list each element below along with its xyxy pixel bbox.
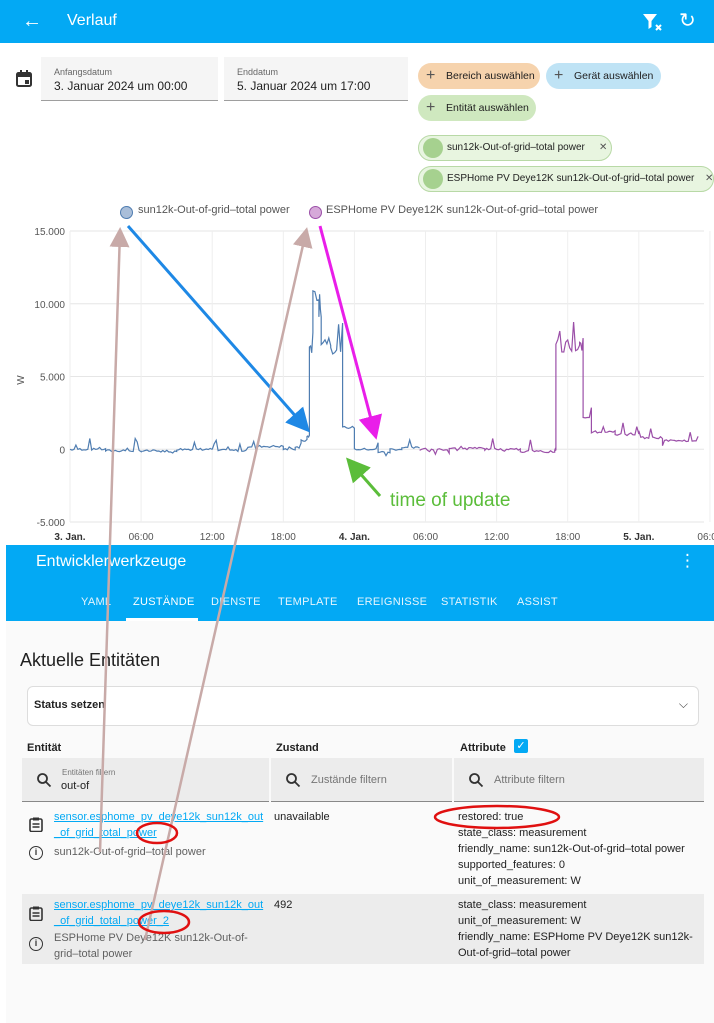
select-area-button[interactable]: + Bereich auswählen xyxy=(418,63,540,89)
end-date-value: 5. Januar 2024 um 17:00 xyxy=(237,79,371,93)
entity-attributes: state_class: measurement unit_of_measure… xyxy=(458,899,693,959)
select-entity-label: Entität auswählen xyxy=(446,102,529,114)
state-filter-placeholder: Zustände filtern xyxy=(311,774,387,786)
select-area-label: Bereich auswählen xyxy=(446,70,535,82)
info-icon[interactable]: i xyxy=(29,937,43,951)
close-icon[interactable]: ✕ xyxy=(705,173,714,184)
legend-dot-series1[interactable] xyxy=(120,206,133,219)
start-date-field[interactable]: Anfangsdatum 3. Januar 2024 um 00:00 xyxy=(41,57,218,101)
calendar-icon[interactable] xyxy=(16,70,32,87)
x-tick-label: 5. Jan. xyxy=(623,532,654,543)
set-state-panel[interactable]: Status setzen ⌵ xyxy=(27,686,699,726)
search-icon xyxy=(286,773,301,788)
tab-events[interactable]: EREIGNISSE xyxy=(357,596,428,608)
y-tick-label: 5.000 xyxy=(40,373,65,384)
history-chart[interactable]: 15.000 10.000 5.000 0 -5.000 3. Jan. 06:00 12:0… xyxy=(0,220,714,545)
entity-id-link[interactable]: sensor.esphome_pv_deye12k_sun12k_out _of… xyxy=(54,811,264,839)
tab-assist[interactable]: ASSIST xyxy=(517,596,558,608)
tab-template[interactable]: TEMPLATE xyxy=(278,596,338,608)
plus-icon: + xyxy=(554,67,564,84)
attribute-filter-placeholder: Attribute filtern xyxy=(494,774,565,786)
tab-statistics[interactable]: STATISTIK xyxy=(441,596,498,608)
column-header-attributes: Attribute xyxy=(460,742,506,754)
filter-remove-icon[interactable] xyxy=(640,10,664,34)
refresh-icon[interactable]: ↻ xyxy=(679,10,696,32)
end-date-label: Enddatum xyxy=(237,67,279,77)
page-title: Verlauf xyxy=(67,12,117,29)
plus-icon: + xyxy=(426,99,436,116)
history-toolbar: ← Verlauf ↻ xyxy=(0,0,714,43)
series-line-1 xyxy=(69,290,420,457)
x-tick-label: 4. Jan. xyxy=(339,532,370,543)
x-tick-label: 06:00 xyxy=(413,532,438,543)
y-axis-label: W xyxy=(16,375,27,385)
entity-friendly-name: sun12k-Out-of-grid–total power xyxy=(54,846,206,858)
devtools-header: Entwicklerwerkzeuge ⋮ YAML ZUSTÄNDE DIEN… xyxy=(6,545,714,621)
plus-icon: + xyxy=(426,67,436,84)
annotation-time-of-update: time of update xyxy=(390,490,511,511)
y-tick-label: -5.000 xyxy=(37,518,66,529)
eye-icon xyxy=(423,138,443,158)
eye-icon xyxy=(423,169,443,189)
attribute-filter-input[interactable]: Attribute filtern xyxy=(454,758,704,802)
select-device-label: Gerät auswählen xyxy=(574,70,654,82)
table-row: i sensor.esphome_pv_deye12k_sun12k_out _… xyxy=(22,894,704,964)
more-vert-icon[interactable]: ⋮ xyxy=(679,551,696,570)
legend-dot-series2[interactable] xyxy=(309,206,322,219)
start-date-value: 3. Januar 2024 um 00:00 xyxy=(54,79,188,93)
series-line-2 xyxy=(419,321,699,456)
start-date-label: Anfangsdatum xyxy=(54,67,113,77)
entity-chip-1[interactable]: sun12k-Out-of-grid–total power ✕ xyxy=(418,135,612,161)
select-device-button[interactable]: + Gerät auswählen xyxy=(546,63,661,89)
x-tick-label: 3. Jan. xyxy=(54,532,85,543)
tab-services[interactable]: DIENSTE xyxy=(211,596,261,608)
x-tick-label: 12:00 xyxy=(484,532,509,543)
back-arrow-icon[interactable]: ← xyxy=(22,10,42,32)
entity-chip-label: sun12k-Out-of-grid–total power xyxy=(447,142,585,153)
column-header-state: Zustand xyxy=(276,742,319,754)
select-entity-button[interactable]: + Entität auswählen xyxy=(418,95,536,121)
entity-state: 492 xyxy=(274,899,293,911)
clipboard-icon[interactable] xyxy=(29,817,43,832)
entity-filter-label: Entitäten filtern xyxy=(62,768,116,777)
entity-id-link[interactable]: sensor.esphome_pv_deye12k_sun12k_out _of… xyxy=(54,899,264,927)
state-filter-input[interactable]: Zustände filtern xyxy=(271,758,452,802)
info-icon[interactable]: i xyxy=(29,846,43,860)
y-tick-label: 10.000 xyxy=(34,300,65,311)
x-tick-label: 12:00 xyxy=(200,532,225,543)
entity-friendly-name: ESPHome PV Deye12K sun12k-Out-of- grid–t… xyxy=(54,932,248,960)
entity-filter-input[interactable]: Entitäten filtern out-of xyxy=(22,758,269,802)
column-header-entity: Entität xyxy=(27,742,62,754)
attributes-checkbox[interactable]: ✓ xyxy=(514,739,528,753)
entity-state: unavailable xyxy=(274,811,330,823)
set-state-label: Status setzen xyxy=(34,699,105,711)
entity-chip-label: ESPHome PV Deye12K sun12k-Out-of-grid–to… xyxy=(447,173,695,184)
entity-attributes: restored: true state_class: measurement … xyxy=(458,811,685,887)
y-tick-label: 15.000 xyxy=(34,227,65,238)
devtools-title: Entwicklerwerkzeuge xyxy=(36,553,187,570)
legend-label-series1[interactable]: sun12k-Out-of-grid–total power xyxy=(138,204,290,216)
x-tick-label: 18:00 xyxy=(271,532,296,543)
close-icon[interactable]: ✕ xyxy=(599,142,608,153)
section-heading: Aktuelle Entitäten xyxy=(20,650,161,670)
end-date-field[interactable]: Enddatum 5. Januar 2024 um 17:00 xyxy=(224,57,408,101)
x-tick-label: 06:00 xyxy=(129,532,154,543)
x-tick-label: 18:00 xyxy=(555,532,580,543)
entity-filter-value: out-of xyxy=(61,780,90,792)
search-icon xyxy=(37,773,52,788)
x-tick-label: 06:00 xyxy=(697,532,714,543)
clipboard-icon[interactable] xyxy=(29,906,43,921)
legend-label-series2[interactable]: ESPHome PV Deye12K sun12k-Out-of-grid–to… xyxy=(326,204,599,216)
table-row: i sensor.esphome_pv_deye12k_sun12k_out _… xyxy=(22,803,704,893)
chevron-down-icon[interactable]: ⌵ xyxy=(678,697,688,711)
tab-states[interactable]: ZUSTÄNDE xyxy=(133,596,195,608)
y-tick-label: 0 xyxy=(59,445,65,456)
tab-yaml[interactable]: YAML xyxy=(81,596,112,608)
search-icon xyxy=(469,773,484,788)
entity-chip-2[interactable]: ESPHome PV Deye12K sun12k-Out-of-grid–to… xyxy=(418,166,714,192)
